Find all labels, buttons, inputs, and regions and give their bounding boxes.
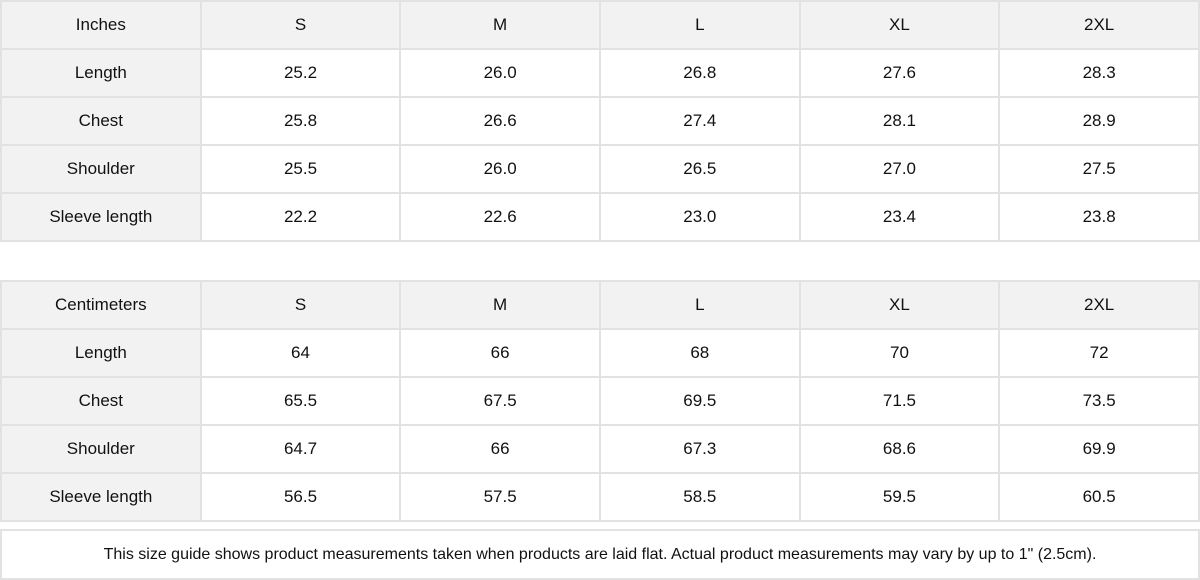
measurement-value-cell: 69.5 [598, 376, 801, 426]
measurement-label-cell: Shoulder [0, 144, 202, 194]
table-row: Length 64 66 68 70 72 [0, 328, 1200, 378]
centimeters-size-table: Centimeters S M L XL 2XL Length 64 66 68 70 72 Chest… [0, 280, 1200, 522]
measurement-value-cell: 57.5 [399, 472, 601, 522]
measurement-value-cell: 68.6 [798, 424, 1001, 474]
table-row: Sleeve length 22.2 22.6 23.0 23.4 23.8 [0, 192, 1200, 242]
size-header-cell: L [598, 280, 801, 330]
measurement-value-cell: 66 [399, 424, 601, 474]
size-header-cell: L [598, 0, 801, 50]
measurement-value-cell: 23.8 [998, 192, 1200, 242]
measurement-value-cell: 27.6 [798, 48, 1001, 98]
measurement-label-cell: Chest [0, 96, 202, 146]
unit-header-cell: Centimeters [0, 280, 202, 330]
size-header-cell: M [399, 280, 601, 330]
measurement-label-cell: Shoulder [0, 424, 202, 474]
measurement-value-cell: 26.0 [399, 48, 601, 98]
measurement-value-cell: 27.0 [798, 144, 1001, 194]
size-header-cell: XL [798, 0, 1001, 50]
measurement-value-cell: 68 [598, 328, 801, 378]
measurement-value-cell: 26.8 [598, 48, 801, 98]
size-header-cell: S [199, 0, 402, 50]
table-row: Chest 65.5 67.5 69.5 71.5 73.5 [0, 376, 1200, 426]
size-header-cell: XL [798, 280, 1001, 330]
measurement-value-cell: 22.6 [399, 192, 601, 242]
measurement-value-cell: 64.7 [199, 424, 402, 474]
table-row: Shoulder 25.5 26.0 26.5 27.0 27.5 [0, 144, 1200, 194]
measurement-value-cell: 28.3 [998, 48, 1200, 98]
size-header-cell: 2XL [998, 280, 1200, 330]
measurement-value-cell: 28.9 [998, 96, 1200, 146]
table-row: Sleeve length 56.5 57.5 58.5 59.5 60.5 [0, 472, 1200, 522]
measurement-value-cell: 27.5 [998, 144, 1200, 194]
measurement-value-cell: 26.5 [598, 144, 801, 194]
size-guide-note: This size guide shows product measuremen… [0, 529, 1200, 580]
measurement-value-cell: 71.5 [798, 376, 1001, 426]
measurement-value-cell: 70 [798, 328, 1001, 378]
measurement-value-cell: 25.8 [199, 96, 402, 146]
measurement-label-cell: Length [0, 328, 202, 378]
measurement-value-cell: 26.0 [399, 144, 601, 194]
measurement-value-cell: 27.4 [598, 96, 801, 146]
size-header-cell: M [399, 0, 601, 50]
unit-header-cell: Inches [0, 0, 202, 50]
measurement-value-cell: 67.3 [598, 424, 801, 474]
measurement-value-cell: 23.4 [798, 192, 1001, 242]
measurement-label-cell: Length [0, 48, 202, 98]
measurement-value-cell: 26.6 [399, 96, 601, 146]
measurement-value-cell: 58.5 [598, 472, 801, 522]
table-row: Chest 25.8 26.6 27.4 28.1 28.9 [0, 96, 1200, 146]
table-row: Shoulder 64.7 66 67.3 68.6 69.9 [0, 424, 1200, 474]
measurement-value-cell: 59.5 [798, 472, 1001, 522]
measurement-value-cell: 28.1 [798, 96, 1001, 146]
measurement-value-cell: 66 [399, 328, 601, 378]
measurement-value-cell: 60.5 [998, 472, 1200, 522]
measurement-value-cell: 65.5 [199, 376, 402, 426]
measurement-label-cell: Sleeve length [0, 192, 202, 242]
measurement-value-cell: 64 [199, 328, 402, 378]
measurement-value-cell: 56.5 [199, 472, 402, 522]
measurement-value-cell: 67.5 [399, 376, 601, 426]
inches-size-table: Inches S M L XL 2XL Length 25.2 26.0 26.8 27.6 28.3… [0, 0, 1200, 242]
size-header-cell: S [199, 280, 402, 330]
size-header-cell: 2XL [998, 0, 1200, 50]
measurement-value-cell: 72 [998, 328, 1200, 378]
measurement-value-cell: 25.2 [199, 48, 402, 98]
measurement-value-cell: 73.5 [998, 376, 1200, 426]
measurement-value-cell: 22.2 [199, 192, 402, 242]
measurement-value-cell: 25.5 [199, 144, 402, 194]
header-row: Centimeters S M L XL 2XL [0, 280, 1200, 330]
table-row: Length 25.2 26.0 26.8 27.6 28.3 [0, 48, 1200, 98]
header-row: Inches S M L XL 2XL [0, 0, 1200, 50]
measurement-value-cell: 69.9 [998, 424, 1200, 474]
measurement-value-cell: 23.0 [598, 192, 801, 242]
measurement-label-cell: Sleeve length [0, 472, 202, 522]
measurement-label-cell: Chest [0, 376, 202, 426]
